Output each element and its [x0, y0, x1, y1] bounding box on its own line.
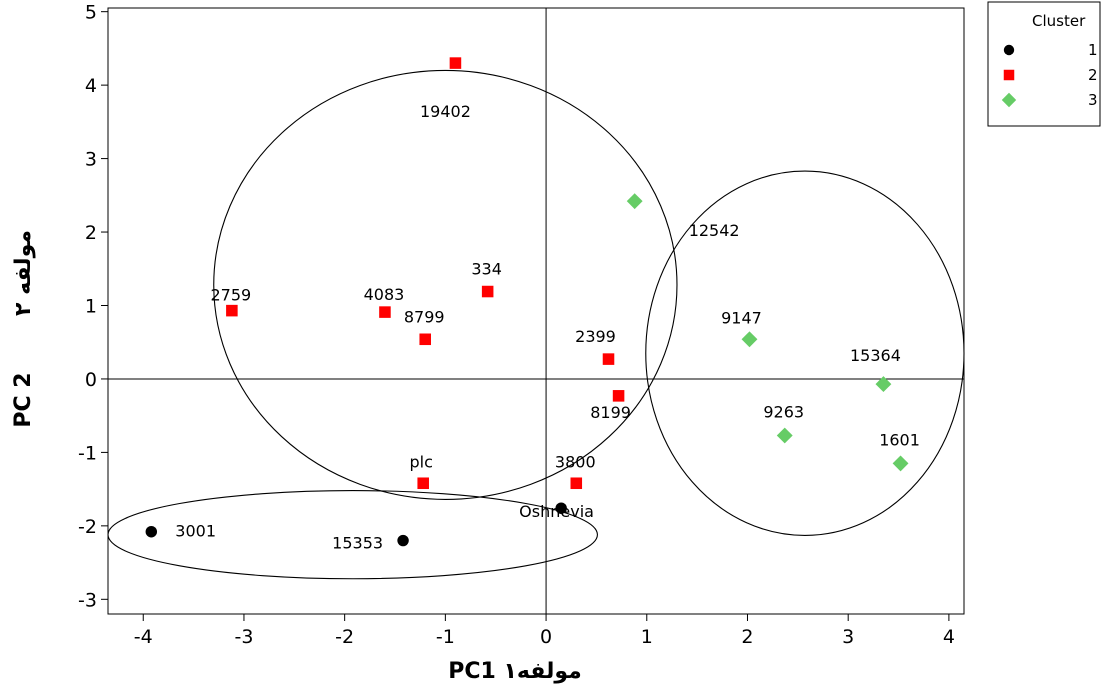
cluster-ellipse-1 — [213, 69, 678, 500]
y-tick-label: 1 — [85, 295, 97, 317]
x-tick-label: -4 — [134, 626, 153, 648]
data-point — [626, 193, 643, 210]
data-point — [481, 285, 494, 298]
data-point — [417, 477, 429, 490]
data-point — [892, 455, 909, 472]
y-axis-title-secondary: مولفه ٢ — [11, 230, 36, 316]
point-label: 8799 — [404, 307, 445, 326]
legend-label: 1 — [1088, 41, 1098, 59]
data-point — [875, 376, 892, 393]
data-point — [602, 353, 615, 365]
point-label: 9263 — [763, 403, 804, 422]
x-tick-label: 2 — [741, 626, 753, 648]
point-label: 3001 — [175, 522, 216, 541]
x-tick-label: 4 — [943, 626, 955, 648]
y-tick-label: 5 — [85, 2, 97, 24]
x-tick-label: 0 — [540, 626, 552, 648]
legend-title: Cluster — [1032, 12, 1086, 30]
cluster-ellipse-3 — [107, 490, 598, 580]
point-label: plc — [410, 452, 433, 471]
data-point — [379, 306, 391, 318]
y-tick-label: -3 — [78, 589, 97, 611]
x-axis-title: PC1 مولفه١ — [448, 659, 582, 684]
point-label: 19402 — [420, 102, 471, 121]
point-label: 15353 — [332, 534, 383, 553]
data-point — [612, 390, 625, 402]
legend-marker — [1001, 92, 1017, 108]
legend-marker — [1003, 69, 1015, 81]
data-point — [419, 333, 431, 346]
legend-label: 2 — [1088, 66, 1098, 84]
x-tick-label: 3 — [842, 626, 854, 648]
y-tick-label: -2 — [78, 516, 97, 538]
point-label: 15364 — [850, 346, 901, 365]
point-label: 4083 — [364, 285, 405, 304]
plot-frame — [107, 7, 965, 615]
point-label: 1601 — [879, 430, 920, 449]
data-point — [570, 477, 583, 490]
point-label: 334 — [471, 260, 502, 279]
y-tick-label: 2 — [85, 222, 97, 244]
x-tick-label: -2 — [335, 626, 354, 648]
y-axis-title: PC 2 — [11, 372, 36, 427]
y-tick-label: 0 — [85, 369, 97, 391]
data-point — [776, 427, 793, 444]
x-tick-label: -3 — [234, 626, 253, 648]
point-label: Oshnevia — [519, 502, 594, 521]
data-point — [145, 526, 158, 538]
point-label: 8199 — [590, 403, 631, 422]
point-label: 2759 — [211, 286, 252, 305]
cluster-ellipse-2 — [645, 170, 965, 536]
point-label: 2399 — [575, 327, 616, 346]
point-label: 3800 — [555, 452, 596, 471]
y-tick-label: 3 — [85, 149, 97, 171]
legend-box — [987, 1, 1101, 127]
data-point — [226, 304, 238, 317]
data-point — [449, 57, 462, 69]
y-tick-label: 4 — [85, 75, 97, 97]
x-tick-label: 1 — [641, 626, 653, 648]
y-tick-label: -1 — [78, 442, 97, 464]
x-tick-label: -1 — [436, 626, 455, 648]
point-label: 12542 — [689, 221, 740, 240]
legend-marker — [1003, 44, 1015, 56]
data-point — [397, 534, 409, 547]
data-point — [555, 502, 567, 514]
point-label: 9147 — [721, 308, 762, 327]
legend: Cluster 1 2 3 — [987, 1, 1101, 127]
legend-label: 3 — [1088, 91, 1098, 109]
data-point — [741, 331, 758, 348]
